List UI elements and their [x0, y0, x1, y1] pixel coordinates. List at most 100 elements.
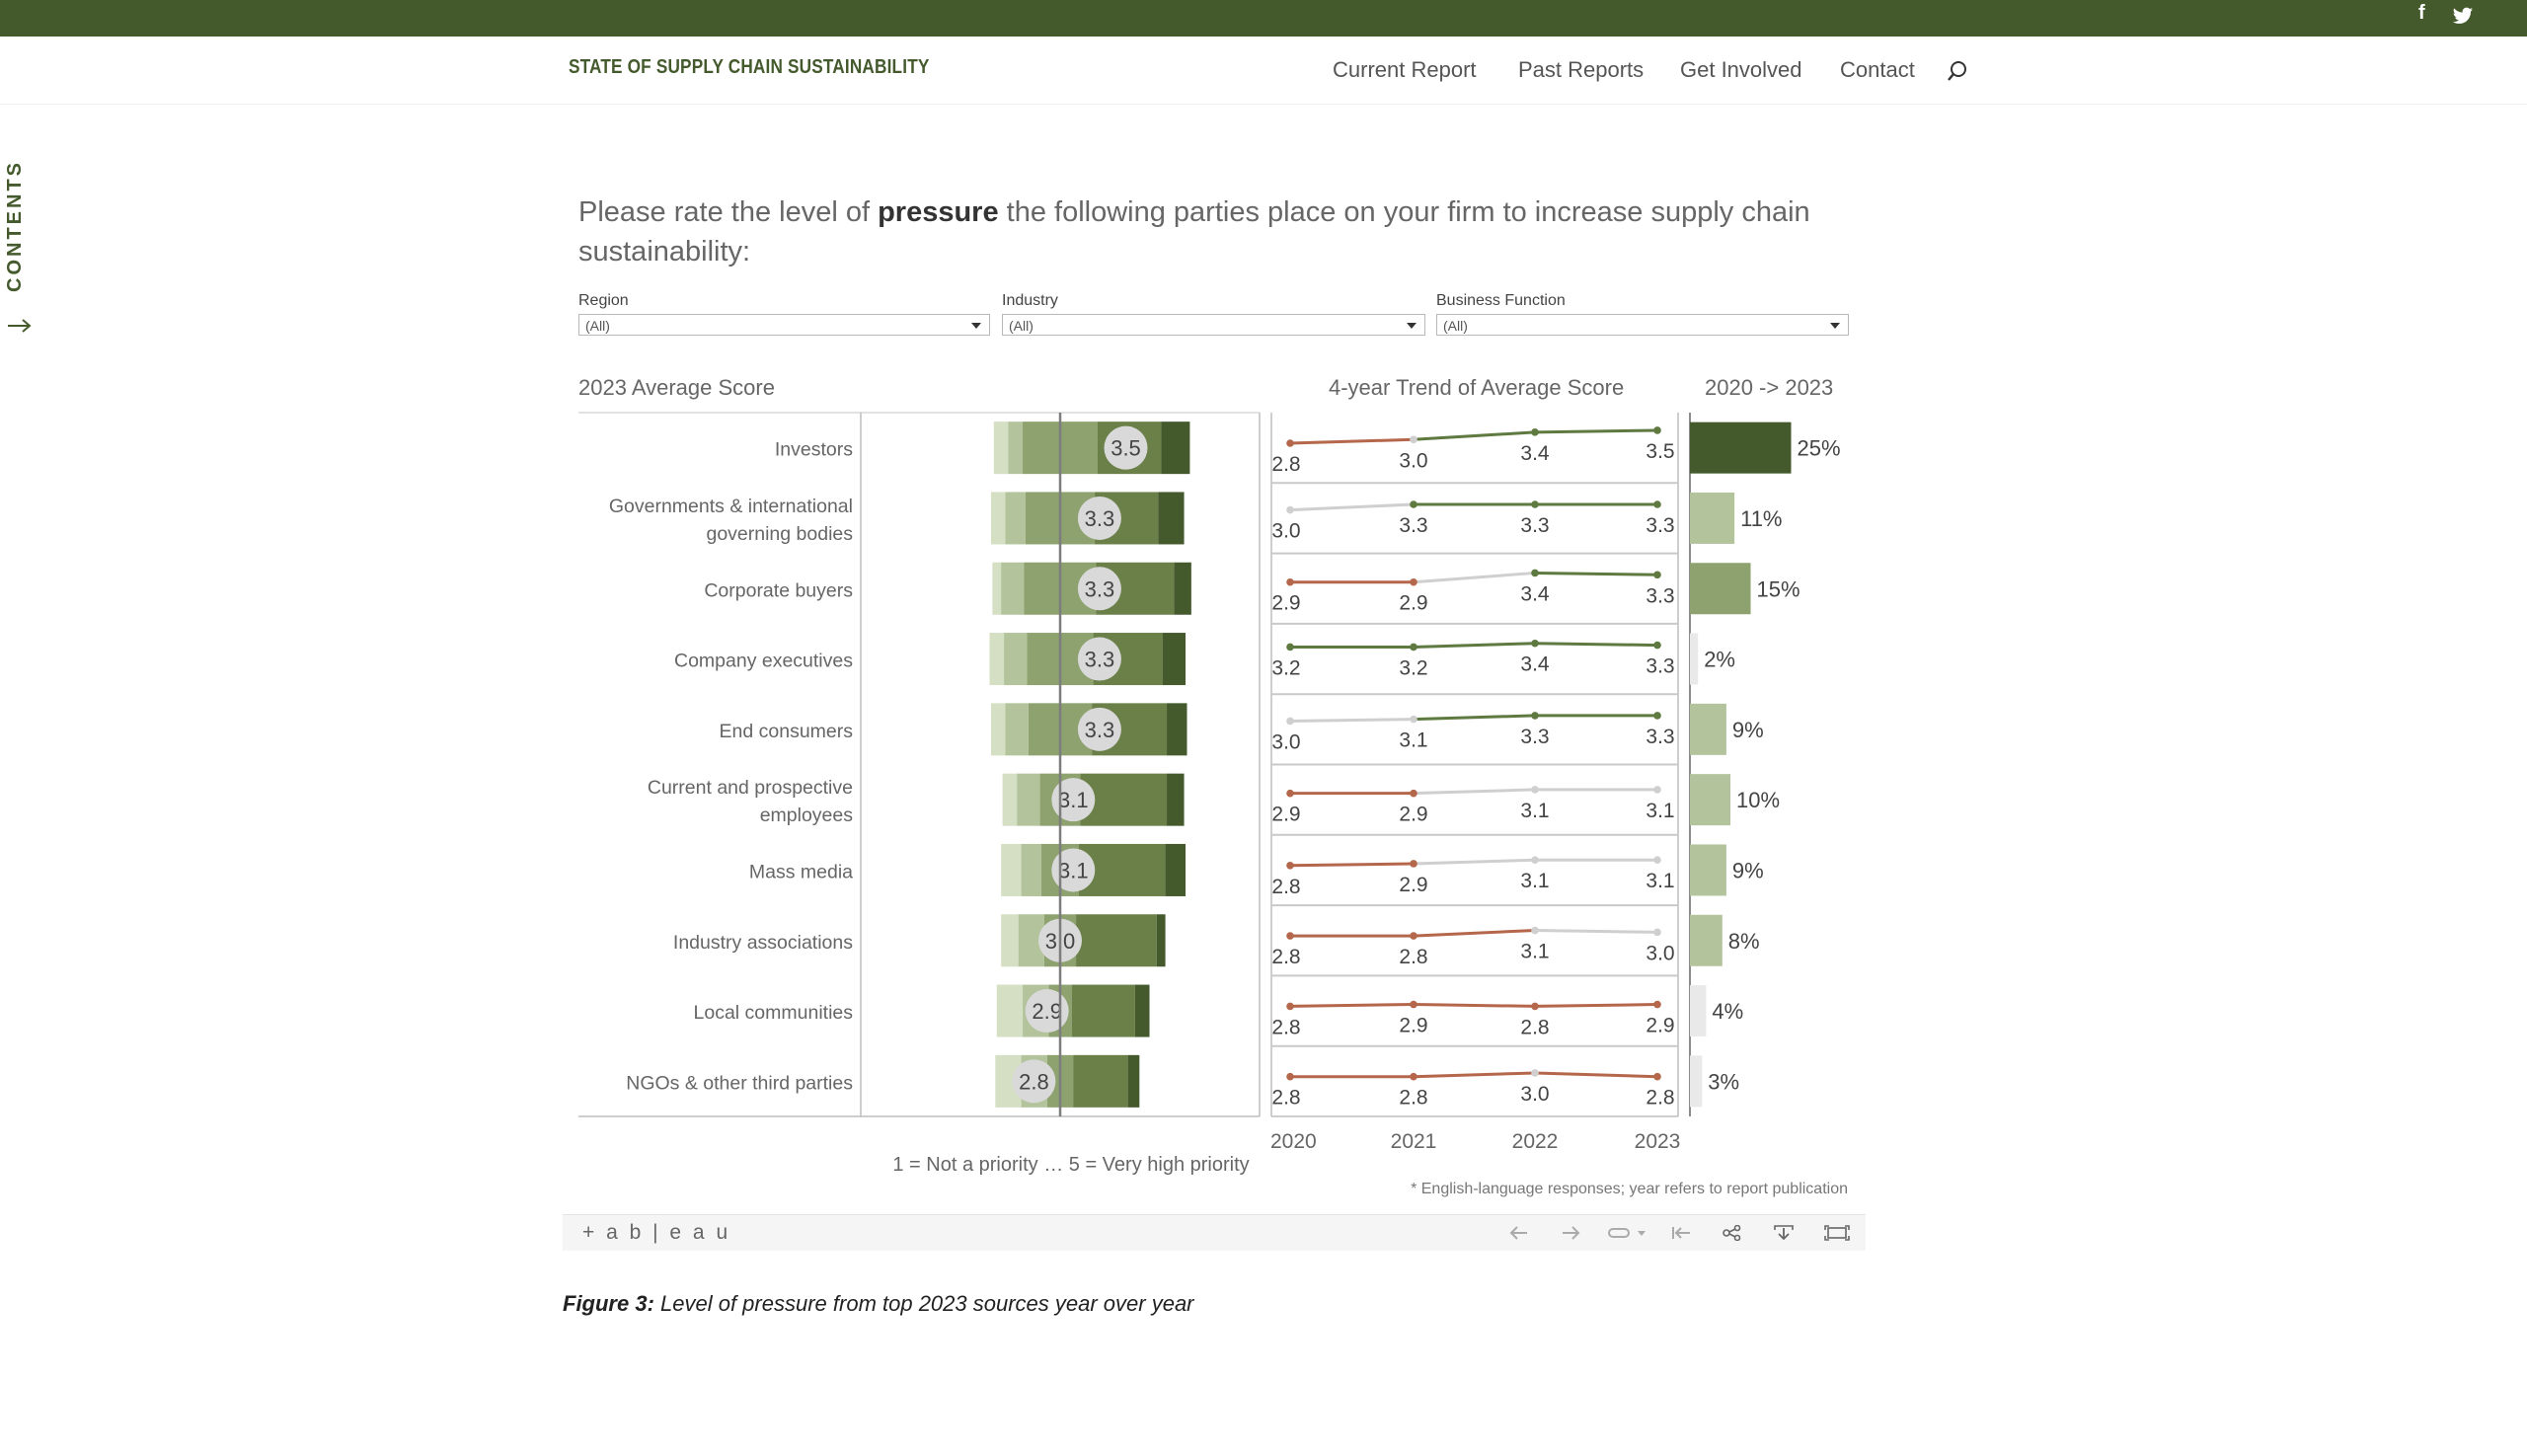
trend-value-label: 2.9 [1399, 874, 1427, 896]
trend-value-label: 3.3 [1646, 726, 1674, 748]
tableau-logo[interactable]: + a b | e a u [582, 1221, 731, 1244]
score-segment [1021, 843, 1042, 896]
average-score-label: 3.3 [1085, 648, 1115, 672]
trend-value-label: 3.1 [1646, 870, 1674, 892]
score-segment [1008, 421, 1024, 475]
score-segment [1002, 773, 1018, 826]
average-score-bubble [1077, 637, 1121, 681]
score-segment [1174, 562, 1191, 615]
trend-point [1286, 577, 1294, 586]
reset-icon[interactable] [1670, 1225, 1692, 1241]
dropdown-caret-icon [1830, 323, 1840, 329]
trend-point [1531, 569, 1539, 577]
trend-line-segment [1289, 718, 1415, 723]
trend-point [1531, 500, 1539, 508]
change-value-label: 11% [1740, 506, 1782, 531]
average-score-bubble [1051, 848, 1096, 892]
figure-caption: Figure 3: Level of pressure from top 202… [563, 1291, 1194, 1316]
trend-line-segment [1534, 642, 1658, 648]
revert-icon[interactable] [1607, 1225, 1646, 1241]
filter-label: Business Function [1436, 292, 1566, 309]
trend-line-segment [1534, 571, 1658, 576]
trend-line-segment [1413, 430, 1536, 441]
trend-value-label: 3.3 [1646, 655, 1674, 678]
nav-get-involved[interactable]: Get Involved [1680, 57, 1802, 82]
score-segment [1005, 703, 1029, 756]
fullscreen-icon[interactable] [1824, 1225, 1850, 1241]
score-segment [1127, 1054, 1140, 1108]
business-function-select[interactable]: (All) [1436, 314, 1849, 336]
facebook-icon[interactable]: f [2418, 2, 2425, 24]
change-value-label: 10% [1736, 788, 1780, 812]
site-logo[interactable]: STATE OF SUPPLY CHAIN SUSTAINABILITY [569, 56, 930, 78]
category-label: Corporate buyers [704, 579, 853, 601]
search-icon[interactable] [1947, 60, 1968, 82]
score-segment [1004, 633, 1028, 686]
score-segment [1134, 984, 1150, 1037]
trend-line-segment [1534, 1071, 1658, 1079]
trend-point [1531, 926, 1539, 935]
question-text: Please rate the level of pressure the fo… [578, 196, 1810, 268]
change-bar [1690, 421, 1792, 474]
change-value-label: 9% [1732, 718, 1764, 742]
score-segment [989, 633, 1005, 686]
trend-line-segment [1289, 502, 1415, 512]
score-segment [992, 562, 1002, 615]
category-label: Company executives [674, 651, 853, 672]
average-score-label: 3.3 [1085, 506, 1115, 531]
filter-label: Industry [1002, 292, 1058, 309]
twitter-icon[interactable] [2452, 3, 2474, 30]
nav-past-reports[interactable]: Past Reports [1518, 57, 1645, 82]
trend-value-label: 3.4 [1520, 442, 1550, 465]
download-icon[interactable] [1773, 1225, 1795, 1241]
filter-region[interactable]: Region (All) [578, 292, 990, 336]
score-segment [1071, 984, 1135, 1037]
trend-value-label: 2.8 [1646, 1087, 1674, 1110]
average-score-bubble [1012, 1059, 1056, 1104]
score-segment [1001, 562, 1025, 615]
trend-point [1531, 712, 1539, 720]
average-score-label: 3.1 [1058, 788, 1089, 812]
trend-point [1286, 717, 1294, 726]
trend-value-label: 2.8 [1271, 876, 1300, 898]
filter-industry[interactable]: Industry (All) [1002, 292, 1425, 336]
trend-year-label: 2020 [1270, 1130, 1317, 1153]
change-bar [1690, 774, 1730, 826]
nav-contact[interactable]: Contact [1840, 57, 1915, 82]
trend-point [1410, 643, 1417, 651]
change-bar [1690, 633, 1699, 685]
filter-business-function[interactable]: Business Function (All) [1436, 292, 1849, 336]
trend-point [1653, 500, 1661, 508]
trend-line-segment [1413, 929, 1536, 938]
trend-value-label: 2.9 [1399, 592, 1427, 615]
trend-value-label: 2.8 [1271, 453, 1300, 476]
trend-value-label: 2.8 [1271, 1016, 1300, 1038]
trend-value-label: 3.2 [1271, 656, 1300, 679]
average-score-label: 3.3 [1085, 576, 1115, 601]
trend-value-label: 3.5 [1646, 440, 1674, 463]
arrow-right-icon[interactable] [6, 318, 34, 334]
redo-icon[interactable] [1560, 1225, 1581, 1241]
undo-icon[interactable] [1508, 1225, 1530, 1241]
trend-point [1410, 500, 1417, 508]
score-segment [1073, 1054, 1128, 1108]
trend-value-label: 3.0 [1646, 942, 1674, 964]
trend-line-segment [1413, 1071, 1536, 1079]
site-header: STATE OF SUPPLY CHAIN SUSTAINABILITY Cur… [0, 37, 2527, 105]
trend-point [1410, 1000, 1417, 1009]
trend-point [1653, 786, 1661, 794]
average-score-bubble [1077, 496, 1121, 540]
trend-value-label: 3.0 [1520, 1083, 1549, 1106]
nav-current-report[interactable]: Current Report [1333, 57, 1477, 82]
score-segment [1017, 773, 1040, 826]
score-segment [993, 421, 1009, 475]
share-icon[interactable] [1722, 1225, 1743, 1241]
average-score-bubble [1077, 707, 1121, 751]
average-score-bubble [1077, 567, 1121, 611]
trend-value-label: 3.3 [1646, 584, 1674, 607]
change-value-label: 9% [1732, 858, 1764, 882]
trend-point [1531, 856, 1539, 865]
average-score-bubble [1104, 425, 1148, 470]
industry-select[interactable]: (All) [1002, 314, 1425, 336]
region-select[interactable]: (All) [578, 314, 990, 336]
